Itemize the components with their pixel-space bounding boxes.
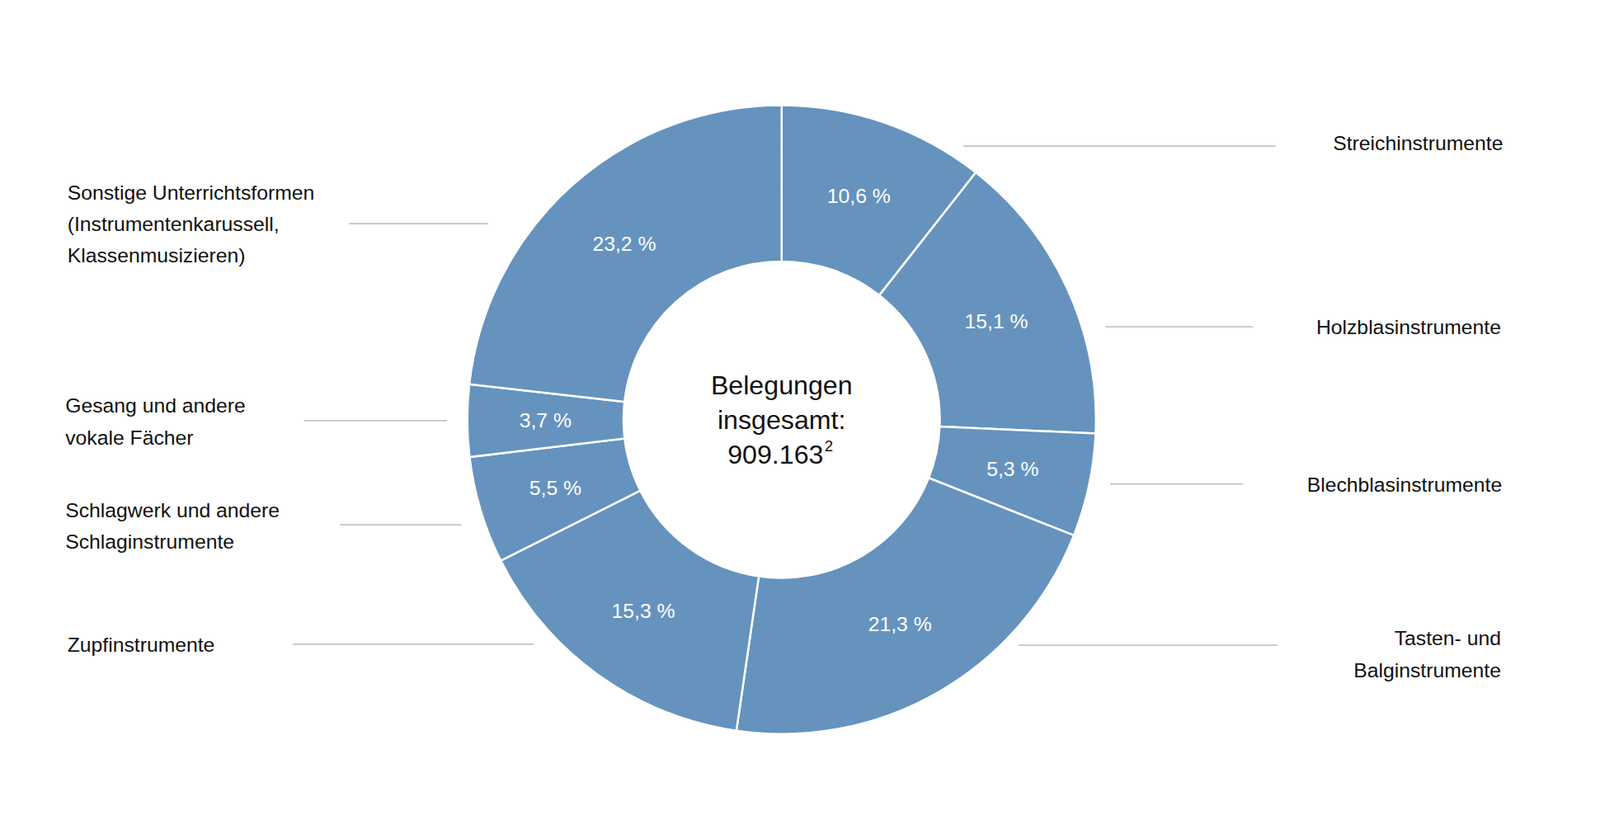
category-label: Sonstige Unterrichtsformen(Instrumentenk… — [67, 180, 316, 267]
chart-svg: 10,6 % 15,1 % 5,3 % 21,3 % 15,3 % 5,5 % 3,7 % 2… — [0, 0, 1600, 825]
data-label: 15,3 % — [611, 599, 676, 622]
total-label: 909.163 — [727, 439, 824, 470]
category-label: Gesang und anderevokale Fächer — [65, 394, 246, 448]
slice — [879, 172, 1097, 433]
category-label: Schlagwerk und andereSchlaginstrumente — [65, 498, 280, 552]
category-label: Streichinstrumente — [1332, 131, 1503, 155]
leader-line — [1110, 483, 1243, 485]
leader-line — [304, 419, 448, 422]
center-label: Belegungeninsgesamt: — [710, 370, 853, 435]
category-label: Zupfinstrumente — [67, 632, 216, 655]
data-label: 3,7 % — [519, 409, 572, 432]
leader-line — [292, 643, 534, 645]
leader-line — [963, 145, 1276, 147]
slice — [736, 477, 1074, 734]
data-label: 10,6 % — [827, 184, 891, 208]
leader-line — [339, 523, 462, 526]
category-label: Tasten- undBalginstrumente — [1353, 626, 1502, 681]
leader-line — [1105, 325, 1253, 328]
data-label: 23,2 % — [592, 232, 656, 255]
category-label: Blechblasinstrumente — [1307, 472, 1502, 495]
leader-line — [348, 222, 488, 225]
footnote-mark: 2 — [824, 437, 833, 455]
category-label: Holzblasinstrumente — [1316, 315, 1502, 339]
data-label: 21,3 % — [868, 612, 932, 636]
slice — [469, 105, 782, 402]
data-label: 5,5 % — [529, 476, 582, 499]
data-label: 5,3 % — [986, 457, 1039, 480]
leader-line — [1018, 644, 1278, 646]
donut: 10,6 % 15,1 % 5,3 % 21,3 % 15,3 % 5,5 % 3,7 % 2… — [467, 105, 1097, 735]
chart-container: 10,6 % 15,1 % 5,3 % 21,3 % 15,3 % 5,5 % 3,7 % 2… — [0, 0, 1600, 825]
slice — [469, 438, 640, 561]
data-label: 15,1 % — [964, 310, 1029, 333]
